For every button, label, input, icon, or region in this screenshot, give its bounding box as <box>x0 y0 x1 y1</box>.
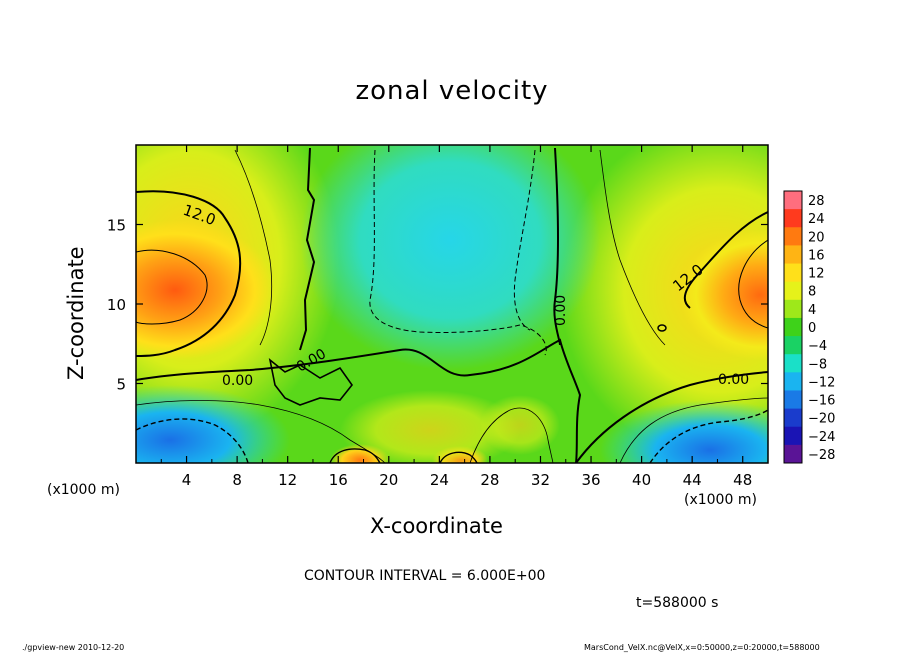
x-tick-label: 8 <box>232 471 242 489</box>
colorbar-swatch <box>784 299 802 319</box>
colorbar-swatch <box>784 444 802 464</box>
colorbar-swatch <box>784 426 802 446</box>
time-note: t=588000 s <box>636 595 719 611</box>
x-tick-label: 16 <box>329 471 348 489</box>
colorbar-label: 28 <box>808 194 825 209</box>
x-axis-label: X-coordinate <box>370 514 503 538</box>
colorbar-label: 4 <box>808 303 816 318</box>
y-tick-label: 10 <box>107 296 126 314</box>
x-tick-label: 12 <box>278 471 297 489</box>
colorbar-label: −8 <box>808 357 827 372</box>
x-tick-label: 20 <box>379 471 398 489</box>
x-tick-label: 40 <box>632 471 651 489</box>
x-tick-label: 28 <box>480 471 499 489</box>
x-unit-right: (x1000 m) <box>684 492 757 508</box>
colorbar-swatch <box>784 390 802 410</box>
colorbar-label: −24 <box>808 430 835 445</box>
x-tick-label: 24 <box>430 471 449 489</box>
contour-label: 0.00 <box>553 295 569 326</box>
colorbar-swatch <box>784 191 802 210</box>
colorbar-label: −20 <box>808 412 835 427</box>
colorbar-label: 16 <box>808 248 825 263</box>
colorbar-swatch <box>784 245 802 265</box>
x-tick-label: 48 <box>733 471 752 489</box>
x-tick-label: 32 <box>531 471 550 489</box>
colorbar-label: −4 <box>808 339 827 354</box>
colorbar-label: 12 <box>808 267 825 282</box>
contour-interval-note: CONTOUR INTERVAL = 6.000E+00 <box>304 568 546 584</box>
colorbar-swatch <box>784 263 802 283</box>
footer-right: MarsCond_VelX.nc@VelX,x=0:50000,z=0:2000… <box>584 643 820 652</box>
colorbar-swatch <box>784 408 802 428</box>
colorbar-swatch <box>784 281 802 301</box>
x-tick-label: 4 <box>182 471 192 489</box>
colorbar-swatch <box>784 336 802 355</box>
colorbar-swatch <box>784 372 802 391</box>
y-axis-label: Z-coordinate <box>64 246 88 380</box>
colorbar-swatch <box>784 227 802 246</box>
colorbar-label: −12 <box>808 375 835 390</box>
colorbar-label: 24 <box>808 212 825 227</box>
colorbar-label: −16 <box>808 394 835 409</box>
chart-title: zonal velocity <box>355 76 549 106</box>
colorbar-swatch <box>784 354 802 373</box>
contour-label: 0.00 <box>718 372 749 388</box>
colorbar-swatch <box>784 317 802 337</box>
x-tick-label: 36 <box>581 471 600 489</box>
x-tick-label: 44 <box>683 471 702 489</box>
colorbar-label: 0 <box>808 321 816 336</box>
colorbar-frame <box>783 190 803 464</box>
x-axis: 4 8 12 16 20 24 28 32 36 40 44 48 <box>160 145 752 489</box>
y-axis: 5 10 15 <box>107 217 768 394</box>
colorbar: 28 24 20 16 12 8 4 0 −4 −8 −12 −16 −20 −24 −28 <box>783 190 835 464</box>
heatmap-field <box>136 145 768 463</box>
x-unit-left: (x1000 m) <box>47 482 120 498</box>
colorbar-swatch <box>784 209 802 228</box>
y-tick-label: 5 <box>116 376 126 394</box>
contour-label: 0.00 <box>222 373 253 389</box>
colorbar-label: 20 <box>808 230 825 245</box>
footer-left: ./gpview-new 2010-12-20 <box>22 643 125 652</box>
colorbar-label: 8 <box>808 285 816 300</box>
colorbar-label: −28 <box>808 448 835 463</box>
y-tick-label: 15 <box>107 217 126 235</box>
